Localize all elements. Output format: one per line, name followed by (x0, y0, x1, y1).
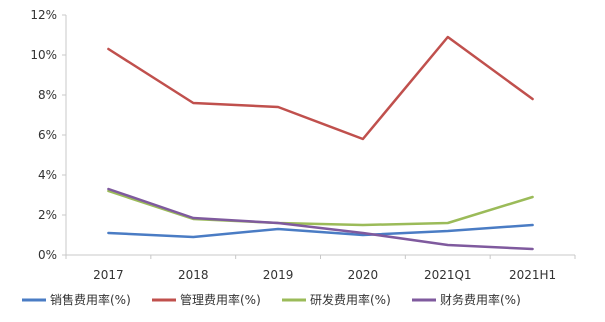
series-line-4 (107, 187, 534, 251)
y-tick-label: 0% (38, 248, 57, 262)
series-line-3 (107, 189, 534, 227)
legend-label: 研发费用率(%) (310, 292, 391, 307)
y-tick-label: 8% (38, 88, 57, 102)
x-tick-label: 2018 (178, 268, 209, 282)
y-tick-label: 6% (38, 128, 57, 142)
x-tick-label: 2020 (348, 268, 379, 282)
x-tick-label: 2021Q1 (424, 268, 472, 282)
x-tick-label: 2017 (93, 268, 124, 282)
legend-label: 管理费用率(%) (180, 292, 261, 307)
y-tick-label: 10% (30, 48, 57, 62)
legend: 销售费用率(%) 管理费用率(%) 研发费用率(%) 财务费用率(%) (22, 292, 521, 307)
series-line-2 (107, 35, 534, 141)
legend-label: 销售费用率(%) (50, 292, 131, 307)
legend-label: 财务费用率(%) (440, 292, 521, 307)
y-tick-label: 12% (30, 8, 57, 22)
x-tick-label: 2019 (263, 268, 294, 282)
series-lines (107, 35, 534, 251)
series-line-1 (107, 223, 534, 239)
y-tick-label: 2% (38, 208, 57, 222)
axes: 0% 2% 4% 6% 8% 10% 12% 2017 2018 2019 2020 2021Q1 20… (30, 8, 576, 282)
y-tick-label: 4% (38, 168, 57, 182)
x-tick-label: 2021H1 (509, 268, 556, 282)
